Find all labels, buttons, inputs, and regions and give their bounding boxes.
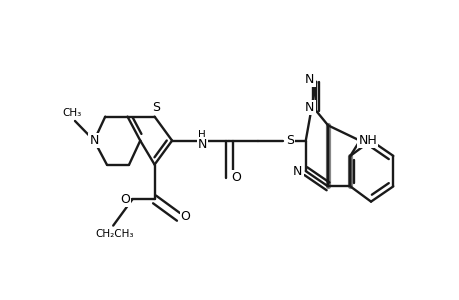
Text: S: S <box>285 134 293 147</box>
Text: N: N <box>292 165 302 178</box>
Text: O: O <box>180 210 190 224</box>
Text: CH₃: CH₃ <box>62 108 81 118</box>
Text: N: N <box>305 73 314 86</box>
Text: N: N <box>89 134 99 147</box>
Text: H: H <box>198 130 206 140</box>
Text: N: N <box>305 101 314 114</box>
Text: NH: NH <box>358 134 376 147</box>
Text: O: O <box>120 193 130 206</box>
Text: CH₂CH₃: CH₂CH₃ <box>95 229 134 239</box>
Text: N: N <box>197 138 207 151</box>
Text: S: S <box>152 100 160 113</box>
Text: O: O <box>231 171 241 184</box>
